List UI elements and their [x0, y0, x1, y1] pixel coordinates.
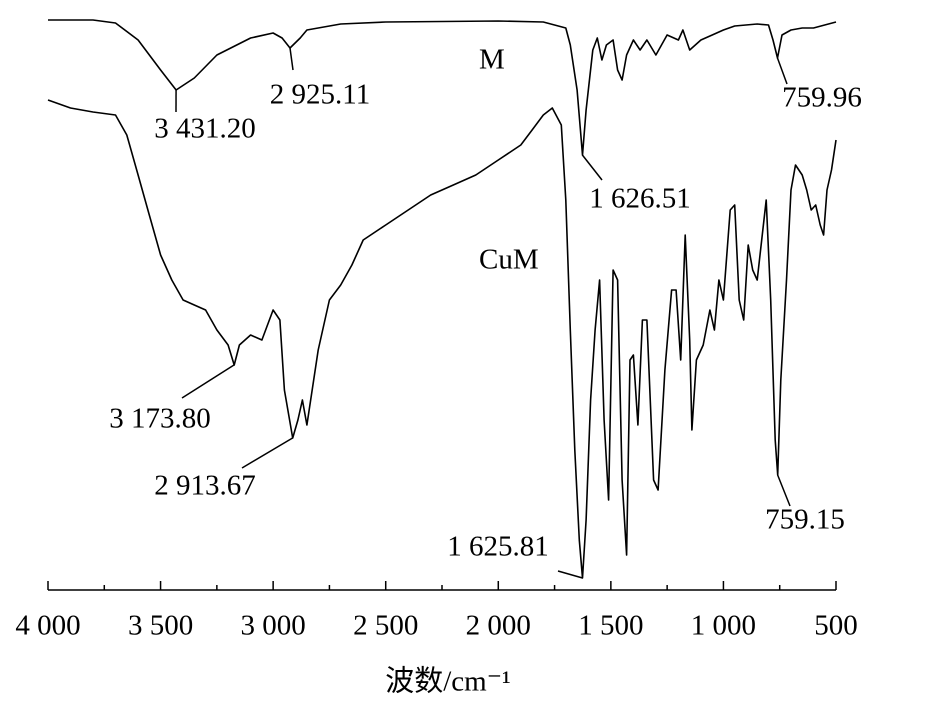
annotation-leader	[289, 47, 294, 71]
annotation-label: 2 925.11	[270, 79, 370, 111]
x-tick-label: 3 500	[128, 610, 193, 642]
annotation-label: 1 625.81	[447, 531, 549, 563]
x-axis-label: 波数/cm⁻¹	[385, 665, 511, 698]
annotation-label: 759.15	[765, 504, 845, 536]
annotation-leader	[581, 154, 603, 181]
series-label: CuM	[479, 244, 539, 276]
annotation-label: 2 913.67	[154, 470, 256, 502]
spectrum-line	[47, 99, 837, 579]
annotation-leader	[181, 364, 235, 399]
annotation-leader	[241, 437, 293, 469]
x-tick-label: 1 500	[578, 610, 643, 642]
series-label: M	[479, 44, 505, 76]
annotation-label: 759.96	[782, 82, 862, 114]
spectrum-line	[48, 19, 837, 156]
x-tick-label: 2 000	[466, 610, 531, 642]
annotation-leader	[776, 474, 791, 507]
x-tick-label: 4 000	[15, 610, 80, 642]
annotation-label: 3 173.80	[109, 403, 211, 435]
annotation-leader	[557, 570, 583, 579]
x-tick-label: 500	[814, 610, 858, 642]
annotation-label: 3 431.20	[154, 113, 256, 145]
annotation-label: 1 626.51	[589, 183, 691, 215]
x-tick-label: 1 000	[691, 610, 756, 642]
x-tick-label: 2 500	[353, 610, 418, 642]
x-tick-label: 3 000	[241, 610, 306, 642]
annotation-leader	[776, 57, 788, 85]
